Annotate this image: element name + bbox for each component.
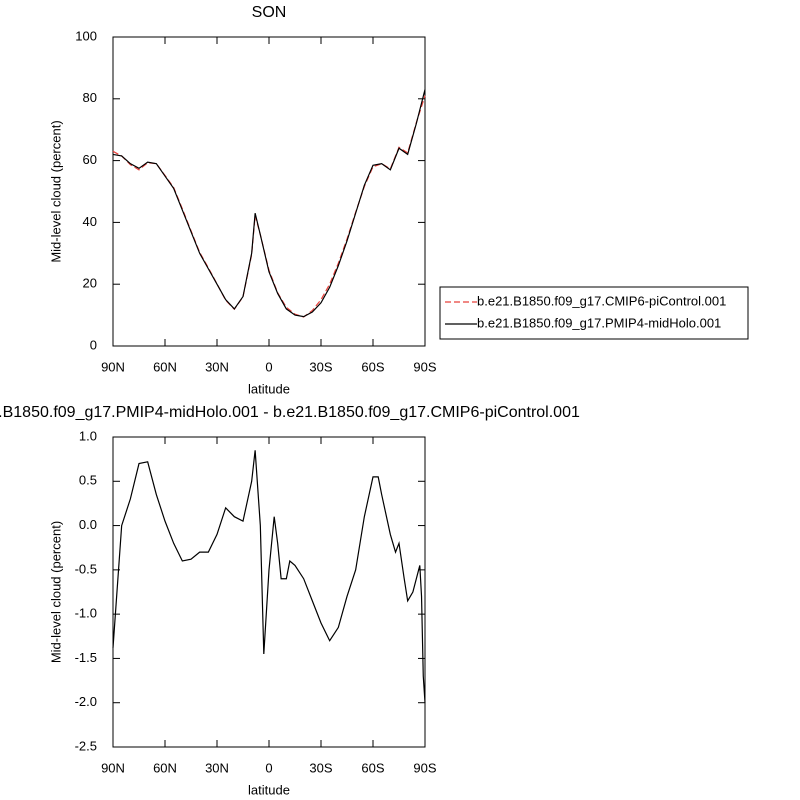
y-tick-label: 0: [90, 337, 97, 352]
chart-title: SON: [252, 4, 287, 21]
chart-title: b.e21.B1850.f09_g17.PMIP4-midHolo.001 - …: [0, 404, 580, 421]
x-tick-label: 60S: [361, 359, 384, 374]
y-tick-label: 20: [83, 276, 97, 291]
x-tick-label: 90N: [101, 359, 125, 374]
y-tick-label: -2.0: [75, 694, 97, 709]
x-tick-label: 30S: [309, 760, 332, 775]
x-tick-label: 30N: [205, 359, 229, 374]
legend-box: [439, 286, 749, 340]
legend-label: b.e21.B1850.f09_g17.PMIP4-midHolo.001: [477, 315, 721, 330]
x-tick-label: 90S: [413, 760, 436, 775]
y-tick-label: 0.0: [79, 517, 97, 532]
y-tick-label: -1.0: [75, 606, 97, 621]
y-tick-label: -1.5: [75, 650, 97, 665]
y-tick-label: 60: [83, 152, 97, 167]
plot-frame: [112, 436, 426, 748]
y-tick-label: -0.5: [75, 561, 97, 576]
line-series: [112, 89, 426, 318]
line-series: [112, 95, 426, 318]
legend-label: b.e21.B1850.f09_g17.CMIP6-piControl.001: [477, 293, 726, 308]
x-tick-label: 30N: [205, 760, 229, 775]
y-tick-label: 100: [75, 28, 97, 43]
y-tick-label: 40: [83, 214, 97, 229]
y-tick-label: 80: [83, 90, 97, 105]
y-axis-label: Mid-level cloud (percent): [48, 521, 63, 663]
y-tick-label: 0.5: [79, 473, 97, 488]
x-tick-label: 60N: [153, 359, 177, 374]
line-series: [112, 450, 426, 703]
x-tick-label: 30S: [309, 359, 332, 374]
x-tick-label: 90N: [101, 760, 125, 775]
x-axis-label: latitude: [248, 782, 290, 797]
y-tick-label: 1.0: [79, 428, 97, 443]
x-axis-label: latitude: [248, 381, 290, 396]
x-tick-label: 60N: [153, 760, 177, 775]
y-axis-label: Mid-level cloud (percent): [48, 120, 63, 262]
x-tick-label: 60S: [361, 760, 384, 775]
y-tick-label: -2.5: [75, 738, 97, 753]
plot-frame: [112, 36, 426, 347]
x-tick-label: 0: [265, 760, 272, 775]
x-tick-label: 90S: [413, 359, 436, 374]
x-tick-label: 0: [265, 359, 272, 374]
